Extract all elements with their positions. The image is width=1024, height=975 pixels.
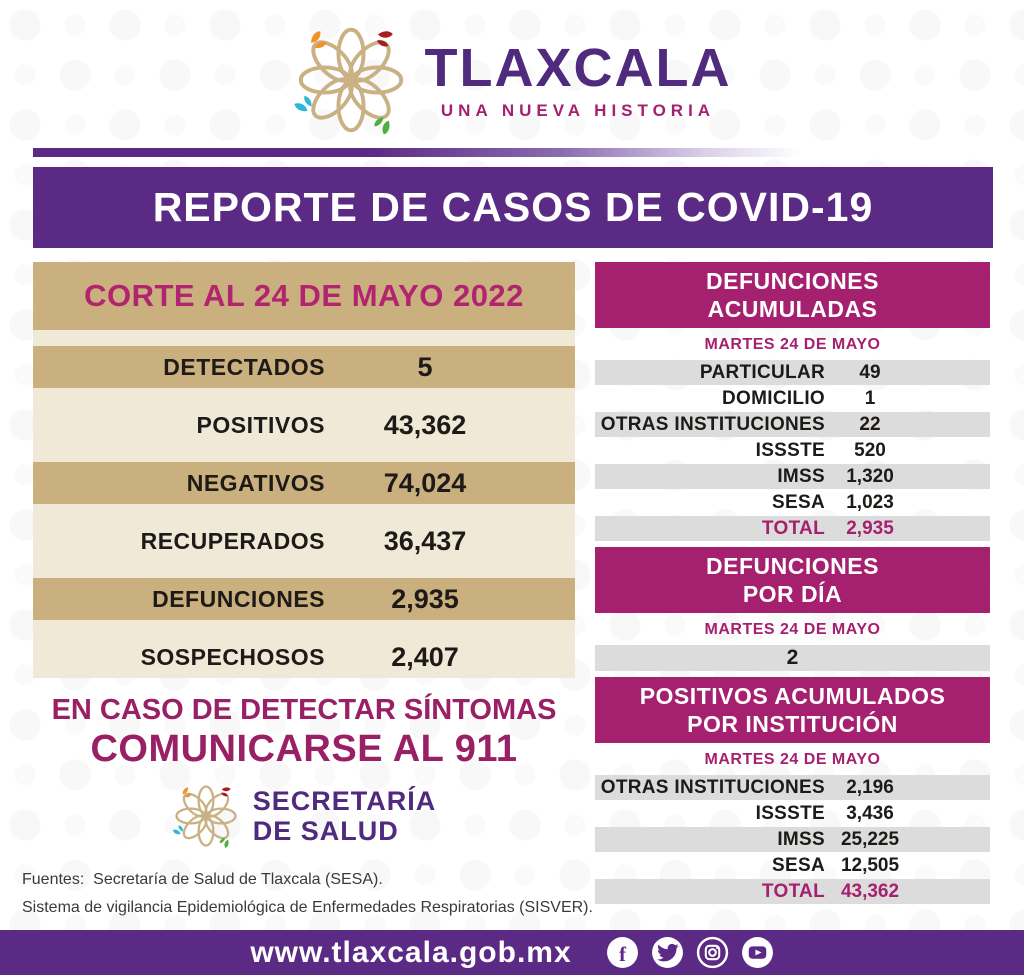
panel-title-line-2: POR DÍA <box>742 581 843 607</box>
data-row: ISSSTE 3,436 <box>595 801 990 826</box>
data-row-label: OTRAS INSTITUCIONES <box>600 413 825 435</box>
data-row: OTRAS INSTITUCIONES 2,196 <box>595 775 990 800</box>
summary-panel: CORTE AL 24 DE MAYO 2022 DETECTADOS 5 PO… <box>33 262 575 678</box>
data-row-value: 49 <box>859 361 881 383</box>
header-logo: TLAXCALA UNA NUEVA HISTORIA <box>0 22 1024 138</box>
summary-row-value: 74,024 <box>383 467 467 498</box>
summary-row-label: POSITIVOS <box>196 411 325 438</box>
brand-text: TLAXCALA UNA NUEVA HISTORIA <box>425 39 732 121</box>
data-row-label: OTRAS INSTITUCIONES <box>600 776 825 798</box>
ministry-name-line-2: DE SALUD <box>252 816 399 846</box>
summary-row-value: 43,362 <box>383 409 467 440</box>
summary-row-label: SOSPECHOSOS <box>140 643 325 670</box>
brand-tagline: UNA NUEVA HISTORIA <box>440 101 716 120</box>
facebook-icon[interactable]: f <box>606 936 639 969</box>
data-row: PARTICULAR 49 <box>595 360 990 385</box>
summary-row: DETECTADOS 5 <box>33 330 575 388</box>
data-row-value: 520 <box>854 439 886 461</box>
ministry-flower-logo <box>172 785 237 848</box>
summary-title: CORTE AL 24 DE MAYO 2022 <box>33 262 575 330</box>
summary-row-value: 2,407 <box>391 641 459 672</box>
panel-date: MARTES 24 DE MAYO <box>704 751 881 768</box>
panel-title-line-2: ACUMULADAS <box>707 296 878 322</box>
summary-row-value: 5 <box>417 351 433 382</box>
data-row-label: PARTICULAR <box>699 361 825 383</box>
data-row-value: 1,023 <box>846 491 894 513</box>
notice-line-1: EN CASO DE DETECTAR SÍNTOMAS <box>51 694 557 726</box>
instagram-icon[interactable] <box>696 936 729 969</box>
ministry-text: SECRETARÍA DE SALUD <box>253 786 437 846</box>
summary-row: RECUPERADOS 36,437 <box>33 504 575 562</box>
total-row: TOTAL 43,362 <box>595 879 990 904</box>
panel-title-line-1: POSITIVOS ACUMULADOS <box>639 683 946 709</box>
data-row: SESA 1,023 <box>595 490 990 515</box>
summary-row: POSITIVOS 43,362 <box>33 388 575 446</box>
sources-line-2: Sistema de vigilancia Epidemiológica de … <box>22 899 593 916</box>
data-row-label: SESA <box>772 854 825 876</box>
summary-row: NEGATIVOS 74,024 <box>33 446 575 504</box>
data-row: SESA 12,505 <box>595 853 990 878</box>
report-banner: REPORTE DE CASOS DE COVID-19 <box>33 167 993 248</box>
ministry-logo: SECRETARÍA DE SALUD <box>33 782 575 850</box>
total-row-value: 43,362 <box>840 880 900 902</box>
panel-title-line-1: DEFUNCIONES <box>706 268 879 294</box>
total-row-label: TOTAL <box>761 880 825 902</box>
sources-line-1: Fuentes: Secretaría de Salud de Tlaxcala… <box>22 871 383 888</box>
footer-url[interactable]: www.tlaxcala.gob.mx <box>250 935 572 969</box>
data-row: IMSS 1,320 <box>595 464 990 489</box>
data-row-value: 25,225 <box>840 828 900 850</box>
positives-header: POSITIVOS ACUMULADOS POR INSTITUCIÓN <box>595 677 990 743</box>
data-row: DOMICILIO 1 <box>595 386 990 411</box>
total-row: TOTAL 2,935 <box>595 516 990 541</box>
panel-date: MARTES 24 DE MAYO <box>704 336 881 353</box>
data-row-label: IMSS <box>777 828 825 850</box>
summary-row-label: NEGATIVOS <box>186 469 325 496</box>
data-row-label: SESA <box>772 491 825 513</box>
data-row-value: 1 <box>864 387 876 409</box>
right-column: DEFUNCIONES ACUMULADAS MARTES 24 DE MAYO… <box>595 262 990 905</box>
social-icons: f <box>606 936 774 969</box>
sources: Fuentes: Secretaría de Salud de Tlaxcala… <box>22 866 622 922</box>
daily-deaths-value: 2 <box>595 645 990 671</box>
youtube-icon[interactable] <box>741 936 774 969</box>
ministry-name-line-1: SECRETARÍA <box>252 786 437 816</box>
svg-text:f: f <box>619 944 627 966</box>
data-row-value: 22 <box>859 413 881 435</box>
panel-title-line-2: POR INSTITUCIÓN <box>687 711 898 737</box>
daily-deaths-header: DEFUNCIONES POR DÍA <box>595 547 990 613</box>
summary-row-value: 36,437 <box>383 525 467 556</box>
banner-title: REPORTE DE CASOS DE COVID-19 <box>152 184 874 230</box>
summary-row-value: 2,935 <box>391 583 459 614</box>
data-row-label: DOMICILIO <box>722 387 825 409</box>
brand-name: TLAXCALA <box>424 38 732 98</box>
panel-date: MARTES 24 DE MAYO <box>704 621 881 638</box>
data-row-value: 2,196 <box>846 776 894 798</box>
summary-row: DEFUNCIONES 2,935 <box>33 562 575 620</box>
footer-bar: www.tlaxcala.gob.mx f <box>0 930 1024 975</box>
twitter-icon[interactable] <box>651 936 684 969</box>
total-row-value: 2,935 <box>846 517 894 539</box>
data-row-label: IMSS <box>777 465 825 487</box>
data-row-value: 3,436 <box>846 802 894 824</box>
panel-title-line-1: DEFUNCIONES <box>706 553 879 579</box>
data-row-value: 1,320 <box>846 465 894 487</box>
total-row-label: TOTAL <box>761 517 825 539</box>
summary-row-label: RECUPERADOS <box>140 527 325 554</box>
deaths-accumulated-header: DEFUNCIONES ACUMULADAS <box>595 262 990 328</box>
data-row-value: 12,505 <box>840 854 900 876</box>
data-row: IMSS 25,225 <box>595 827 990 852</box>
data-row: ISSSTE 520 <box>595 438 990 463</box>
divider-gradient-bar <box>33 148 993 157</box>
data-row-label: ISSSTE <box>755 439 825 461</box>
tlaxcala-flower-logo <box>293 27 403 135</box>
summary-row: SOSPECHOSOS 2,407 <box>33 620 575 678</box>
summary-row-label: DEFUNCIONES <box>152 585 325 612</box>
summary-row-label: DETECTADOS <box>163 353 325 380</box>
data-row-label: ISSSTE <box>755 802 825 824</box>
notice-line-2: COMUNICARSE AL 911 <box>90 728 518 770</box>
data-row: OTRAS INSTITUCIONES 22 <box>595 412 990 437</box>
